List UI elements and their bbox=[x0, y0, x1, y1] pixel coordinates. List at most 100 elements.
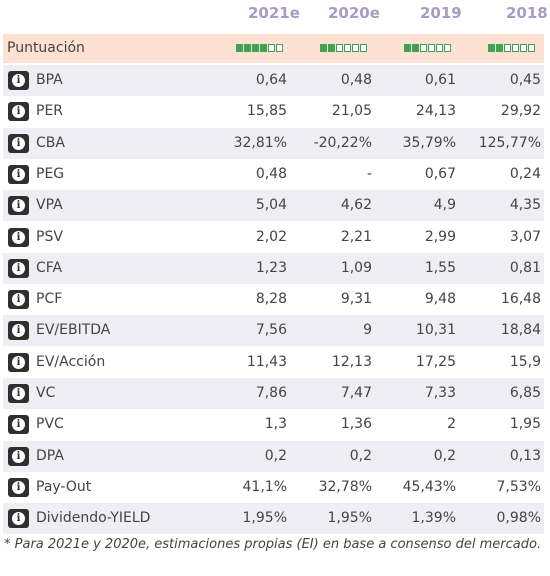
cell-value: 32,81% bbox=[233, 134, 287, 151]
table-row: i DPA 0,2 0,2 0,2 0,13 bbox=[3, 440, 544, 472]
table-row: i PER 15,85 21,05 24,13 29,92 bbox=[3, 96, 544, 127]
info-icon[interactable]: i bbox=[8, 164, 29, 184]
col-header-2020e: 2020e bbox=[328, 4, 380, 22]
score-square bbox=[496, 44, 503, 52]
cell-value: -20,22% bbox=[313, 134, 372, 151]
cell-value: 0,24 bbox=[509, 165, 541, 182]
score-square bbox=[244, 44, 251, 52]
cell-value: 7,86 bbox=[255, 385, 287, 401]
cell-value: 0,48 bbox=[340, 72, 372, 88]
cell-value: 0,81 bbox=[509, 259, 541, 276]
table-row: i PEG 0,48 - 0,67 0,24 bbox=[3, 159, 544, 190]
cell-value: 1,95% bbox=[242, 510, 287, 527]
score-square bbox=[276, 44, 283, 52]
cell-value: 1,95 bbox=[509, 416, 541, 433]
row-label: Pay-Out bbox=[36, 478, 92, 495]
row-label: PCF bbox=[36, 291, 63, 308]
cell-value: 1,09 bbox=[340, 259, 372, 276]
info-icon[interactable]: i bbox=[8, 71, 29, 90]
score-square bbox=[360, 44, 367, 52]
score-meter-2021e bbox=[236, 44, 283, 52]
row-label: EV/EBITDA bbox=[36, 322, 111, 339]
row-label: Dividendo-YIELD bbox=[36, 510, 151, 527]
cell-value: 11,43 bbox=[246, 353, 287, 370]
cell-value: 8,28 bbox=[255, 291, 287, 308]
score-square bbox=[520, 44, 527, 52]
cell-value: 45,43% bbox=[402, 478, 456, 495]
cell-value: 21,05 bbox=[331, 103, 372, 120]
row-label: DPA bbox=[36, 447, 64, 464]
cell-value: 18,84 bbox=[500, 322, 541, 339]
cell-value: 16,48 bbox=[500, 291, 541, 308]
info-icon[interactable]: i bbox=[8, 258, 29, 278]
cell-value: 0,2 bbox=[433, 447, 456, 464]
info-icon[interactable]: i bbox=[8, 102, 29, 122]
cell-value: 9 bbox=[363, 322, 372, 339]
score-square bbox=[412, 44, 419, 52]
table-row: i PVC 1,3 1,36 2 1,95 bbox=[3, 409, 544, 440]
row-label: PER bbox=[36, 103, 64, 120]
score-square bbox=[528, 44, 535, 52]
cell-value: 0,45 bbox=[509, 72, 541, 88]
cell-value: 0,64 bbox=[255, 72, 287, 88]
cell-value: 4,62 bbox=[340, 197, 372, 214]
score-square bbox=[352, 44, 359, 52]
score-square bbox=[236, 44, 243, 52]
cell-value: 2,21 bbox=[340, 228, 372, 245]
score-square bbox=[512, 44, 519, 52]
cell-value: 0,48 bbox=[255, 165, 287, 182]
score-square bbox=[336, 44, 343, 52]
cell-value: 7,33 bbox=[424, 385, 456, 401]
info-icon[interactable]: i bbox=[8, 196, 29, 216]
col-header-2018: 2018 bbox=[506, 4, 548, 22]
cell-value: 1,39% bbox=[411, 510, 456, 527]
score-square bbox=[252, 44, 259, 52]
table-row: i VPA 5,04 4,62 4,9 4,35 bbox=[3, 190, 544, 222]
cell-value: 7,56 bbox=[255, 322, 287, 339]
score-square bbox=[404, 44, 411, 52]
row-label: BPA bbox=[36, 72, 63, 88]
cell-value: 15,85 bbox=[246, 103, 287, 120]
table-row: i EV/Acción 11,43 12,13 17,25 15,9 bbox=[3, 347, 544, 378]
row-label: VPA bbox=[36, 197, 63, 214]
row-label: PVC bbox=[36, 416, 64, 433]
score-square bbox=[268, 44, 275, 52]
info-icon[interactable]: i bbox=[8, 352, 29, 372]
cell-value: 0,13 bbox=[509, 447, 541, 464]
cell-value: 41,1% bbox=[242, 478, 287, 495]
info-icon[interactable]: i bbox=[8, 227, 29, 247]
info-icon[interactable]: i bbox=[8, 415, 29, 435]
score-row: Puntuación bbox=[3, 34, 544, 63]
table-row: i BPA 0,64 0,48 0,61 0,45 bbox=[3, 65, 544, 96]
row-label: PSV bbox=[36, 228, 63, 245]
info-icon[interactable]: i bbox=[8, 384, 29, 403]
table-row: i PCF 8,28 9,31 9,48 16,48 bbox=[3, 284, 544, 315]
score-meter-2020e bbox=[320, 44, 367, 52]
table-row: i CFA 1,23 1,09 1,55 0,81 bbox=[3, 252, 544, 284]
cell-value: 5,04 bbox=[255, 197, 287, 214]
col-header-2019: 2019 bbox=[420, 4, 462, 22]
score-square bbox=[328, 44, 335, 52]
cell-value: 1,23 bbox=[255, 259, 287, 276]
score-square bbox=[488, 44, 495, 52]
table-row: i CBA 32,81% -20,22% 35,79% 125,77% bbox=[3, 127, 544, 159]
info-icon[interactable]: i bbox=[8, 509, 29, 529]
cell-value: 0,98% bbox=[496, 510, 541, 527]
table-row: i EV/EBITDA 7,56 9 10,31 18,84 bbox=[3, 315, 544, 347]
info-icon[interactable]: i bbox=[8, 290, 29, 310]
cell-value: 1,36 bbox=[340, 416, 372, 433]
info-icon[interactable]: i bbox=[8, 477, 29, 497]
score-meter-2019 bbox=[404, 44, 451, 52]
cell-value: 0,2 bbox=[349, 447, 372, 464]
info-icon[interactable]: i bbox=[8, 446, 29, 466]
col-header-2021e: 2021e bbox=[248, 4, 300, 22]
cell-value: 15,9 bbox=[509, 353, 541, 370]
footnote: * Para 2021e y 2020e, estimaciones propi… bbox=[4, 537, 542, 552]
score-square bbox=[444, 44, 451, 52]
info-icon[interactable]: i bbox=[8, 321, 29, 341]
info-icon[interactable]: i bbox=[8, 133, 29, 153]
cell-value: - bbox=[366, 165, 372, 182]
cell-value: 7,47 bbox=[340, 385, 372, 401]
cell-value: 1,3 bbox=[264, 416, 287, 433]
